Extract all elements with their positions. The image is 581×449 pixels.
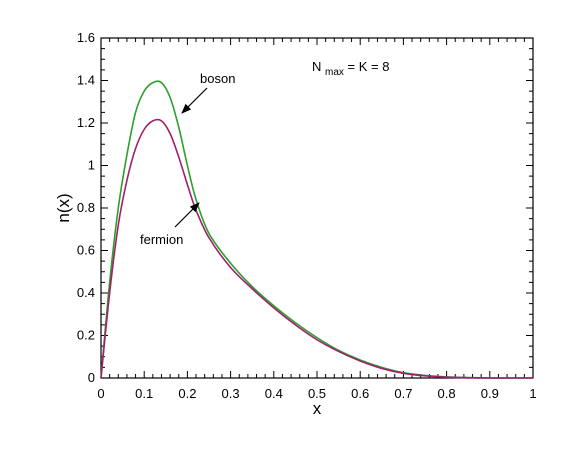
x-tick-label: 0.3 xyxy=(222,386,240,401)
x-tick-label: 0.8 xyxy=(438,386,456,401)
nmax-annotation-main: N xyxy=(312,59,321,74)
y-axis-ticks xyxy=(101,37,533,379)
nmax-annotation-rest: = K = 8 xyxy=(348,59,390,74)
boson-arrow xyxy=(181,87,208,114)
x-tick-label: 0.2 xyxy=(178,386,196,401)
nmax-annotation: N max = K = 8 xyxy=(312,59,389,78)
y-tick-label: 1.4 xyxy=(77,73,95,88)
y-axis-title: n(x) xyxy=(54,193,73,222)
y-tick-label: 0.6 xyxy=(77,243,95,258)
y-tick-label: 0 xyxy=(88,370,95,385)
x-axis-title: x xyxy=(313,399,322,418)
y-axis-tick-labels: 0 0.2 0.4 0.6 0.8 1 1.2 1.4 1.6 xyxy=(77,30,95,385)
nmax-annotation-sub: max xyxy=(325,67,344,78)
y-tick-label: 1.6 xyxy=(77,30,95,45)
y-tick-label: 1.2 xyxy=(77,115,95,130)
x-tick-label: 0.6 xyxy=(351,386,369,401)
fermion-label: fermion xyxy=(140,232,183,247)
series-lines xyxy=(100,80,533,379)
x-axis-tick-labels: 0 0.1 0.2 0.3 0.4 0.5 0.6 0.7 0.8 0.9 1 xyxy=(97,386,536,401)
x-tick-label: 0.1 xyxy=(135,386,153,401)
y-tick-label: 0.2 xyxy=(77,328,95,343)
x-tick-label: 0.7 xyxy=(394,386,412,401)
x-tick-label: 0.4 xyxy=(265,386,283,401)
x-tick-label: 0 xyxy=(97,386,104,401)
boson-label: boson xyxy=(200,71,235,86)
x-tick-label: 0.5 xyxy=(308,386,326,401)
y-tick-label: 0.4 xyxy=(77,285,95,300)
fermion-arrow xyxy=(174,202,200,228)
x-tick-label: 1 xyxy=(529,386,536,401)
fermion-line xyxy=(100,118,533,379)
y-tick-label: 1 xyxy=(88,158,95,173)
y-tick-label: 0.8 xyxy=(77,200,95,215)
x-tick-label: 0.9 xyxy=(481,386,499,401)
